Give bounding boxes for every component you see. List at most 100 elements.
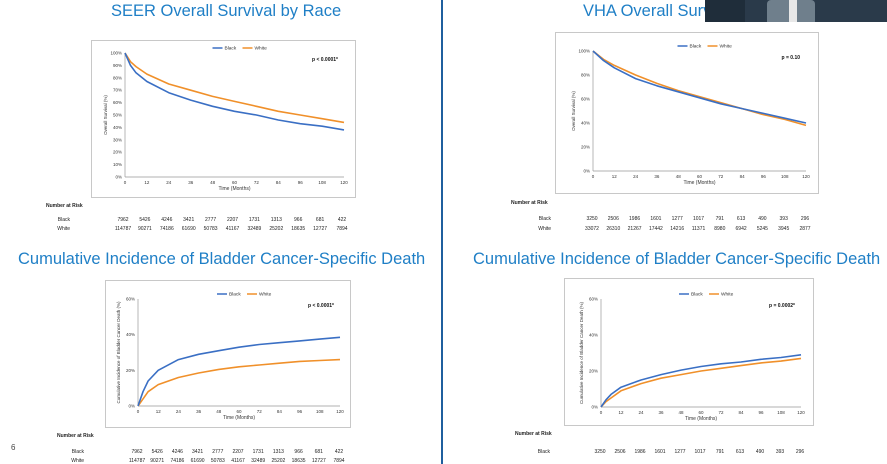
risk-cell: 7962 — [117, 217, 129, 223]
y-tick-label: 10% — [113, 162, 122, 167]
risk-cell: 50783 — [203, 226, 218, 232]
y-tick-label: 100% — [578, 49, 590, 54]
x-tick-label: 36 — [658, 410, 664, 415]
risk-cell: 1277 — [674, 449, 686, 455]
risk-cell: 8980 — [714, 226, 726, 232]
legend-label-black: Black — [690, 44, 702, 50]
risk-label: Black — [57, 217, 70, 223]
risk-cell: 5426 — [151, 449, 163, 455]
series-line-white — [124, 52, 345, 124]
risk-cell: 3421 — [183, 217, 195, 223]
y-tick-label: 0% — [591, 405, 598, 410]
y-axis-label: Cumulative Incidence of Bladder Cancer D… — [116, 301, 121, 404]
legend-label-white: White — [721, 292, 734, 298]
risk-cell: 4246 — [171, 449, 183, 455]
y-tick-label: 50% — [113, 113, 122, 118]
y-tick-label: 60% — [589, 297, 598, 302]
x-tick-label: 0 — [137, 409, 140, 414]
risk-cell: 7894 — [336, 226, 348, 232]
y-tick-label: 20% — [589, 369, 598, 374]
risk-cell: 3945 — [778, 226, 790, 232]
risk-cell: 61690 — [181, 226, 196, 232]
risk-cell: 61690 — [190, 458, 205, 464]
x-tick-label: 24 — [638, 410, 644, 415]
y-tick-label: 0% — [583, 169, 590, 174]
y-tick-label: 20% — [113, 150, 122, 155]
y-axis-label: Overall Survival (%) — [103, 95, 108, 135]
risk-table-seer-cid: Number at Risk Black 7962 5426 4246 3421 277… — [44, 433, 364, 464]
x-tick-label: 96 — [297, 409, 303, 414]
risk-cell: 25202 — [269, 226, 284, 232]
risk-cell: 3250 — [586, 216, 598, 222]
risk-cell: 2207 — [226, 217, 239, 223]
risk-cell: 613 — [736, 216, 746, 222]
risk-cell: 2777 — [205, 217, 217, 223]
page-number: 6 — [11, 443, 16, 452]
series-line-white — [592, 50, 807, 127]
x-tick-label: 24 — [176, 409, 182, 414]
risk-header: Number at Risk — [515, 431, 552, 437]
x-tick-label: 36 — [196, 409, 202, 414]
x-tick-label: 24 — [166, 180, 172, 185]
risk-label: Black — [71, 449, 84, 455]
p-value-annotation: p = 0.0002* — [769, 303, 795, 309]
risk-cell: 1017 — [692, 216, 705, 222]
x-tick-label: 36 — [188, 180, 194, 185]
risk-header: Number at Risk — [511, 200, 548, 206]
risk-cell: 2506 — [614, 449, 626, 455]
risk-table-vha-os: Number at Risk Black 3250 2506 1986 1601 127… — [511, 200, 831, 236]
x-tick-label: 120 — [340, 180, 348, 185]
risk-cell: 490 — [755, 449, 765, 455]
risk-cell: 393 — [779, 216, 788, 222]
legend-label-black: Black — [225, 46, 237, 52]
y-tick-label: 20% — [126, 368, 135, 373]
x-axis-label: Time (Months) — [223, 415, 255, 421]
risk-cell: 1731 — [252, 449, 264, 455]
risk-label: Black — [538, 216, 551, 222]
y-tick-label: 60% — [126, 297, 135, 302]
p-value-annotation: p < 0.0001* — [308, 303, 334, 309]
risk-cell: 7962 — [131, 449, 143, 455]
y-axis-label: Overall Survival (%) — [571, 91, 576, 131]
risk-header: Number at Risk — [46, 203, 83, 209]
risk-cell: 114787 — [114, 226, 132, 232]
y-tick-label: 100% — [110, 51, 122, 56]
x-tick-label: 48 — [678, 410, 684, 415]
y-tick-label: 80% — [113, 75, 122, 80]
y-tick-label: 60% — [113, 100, 122, 105]
x-tick-label: 0 — [600, 410, 603, 415]
risk-cell: 5426 — [139, 217, 151, 223]
y-tick-label: 40% — [589, 333, 598, 338]
x-tick-label: 96 — [761, 174, 767, 179]
risk-label: White — [71, 458, 84, 464]
risk-cell: 1313 — [272, 449, 284, 455]
x-tick-label: 108 — [777, 410, 785, 415]
risk-cell: 6942 — [735, 226, 747, 232]
chart-svg: 0 12 24 36 48 60 72 84 96 108 120 0% 10% 20% 30% 40% 50%… — [103, 46, 348, 192]
risk-cell: 791 — [715, 449, 725, 455]
y-tick-label: 40% — [126, 332, 135, 337]
p-value-annotation: p = 0.10 — [782, 55, 801, 61]
series-line-black — [137, 336, 341, 407]
risk-cell: 966 — [294, 449, 303, 455]
risk-cell: 613 — [735, 449, 745, 455]
x-tick-label: 84 — [277, 409, 283, 414]
series-line-black — [600, 354, 802, 408]
risk-cell: 1731 — [248, 217, 260, 223]
x-tick-label: 60 — [236, 409, 242, 414]
x-tick-label: 120 — [336, 409, 344, 414]
risk-cell: 21267 — [627, 226, 642, 232]
y-tick-label: 0% — [128, 404, 135, 409]
risk-table-seer-os: Number at Risk Black 7962 5426 4246 3421 277… — [30, 203, 360, 233]
y-tick-label: 40% — [581, 121, 590, 126]
chart-seer-overall-survival: 0 12 24 36 48 60 72 84 96 108 120 0% 10% 20% 30% 40% 50%… — [91, 40, 356, 198]
risk-cell: 90271 — [150, 458, 165, 464]
x-tick-label: 12 — [144, 180, 150, 185]
x-tick-label: 72 — [718, 174, 724, 179]
risk-cell: 18635 — [291, 226, 306, 232]
panel-title-seer-os: SEER Overall Survival by Race — [111, 2, 342, 20]
x-tick-label: 12 — [612, 174, 618, 179]
risk-cell: 14216 — [670, 226, 685, 232]
legend-label-black: Black — [691, 292, 703, 298]
presenter-shirt — [789, 0, 797, 22]
